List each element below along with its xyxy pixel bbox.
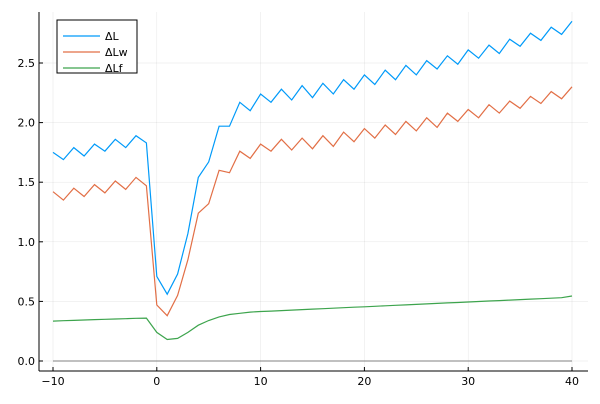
x-tick-label: 40 [565, 375, 579, 388]
x-tick-label: −10 [41, 375, 64, 388]
legend-label: ΔLf [105, 62, 124, 75]
legend-label: ΔLw [105, 46, 128, 59]
y-tick-label: 0.0 [18, 355, 36, 368]
legend-box [56, 19, 138, 74]
y-tick-label: 1.5 [18, 176, 36, 189]
legend-label: ΔL [105, 30, 120, 43]
x-tick-label: 0 [153, 375, 160, 388]
series-line-2 [52, 86, 573, 317]
x-tick-label: 20 [357, 375, 371, 388]
series-line-3 [52, 295, 573, 341]
series-line-1 [52, 20, 573, 296]
y-tick-label: 0.5 [18, 295, 36, 308]
tick-labels: −10 0 10 20 30 40 0.0 0.5 1.0 1.5 2.0 2.5 [18, 57, 580, 388]
legend: ΔL ΔLw ΔLf [56, 19, 138, 75]
axes [38, 12, 588, 372]
y-tick-label: 2.0 [18, 117, 36, 130]
x-tick-label: 10 [254, 375, 268, 388]
x-tick-label: 30 [461, 375, 475, 388]
y-tick-label: 1.0 [18, 236, 36, 249]
y-tick-label: 2.5 [18, 57, 36, 70]
series-lines [52, 20, 573, 341]
